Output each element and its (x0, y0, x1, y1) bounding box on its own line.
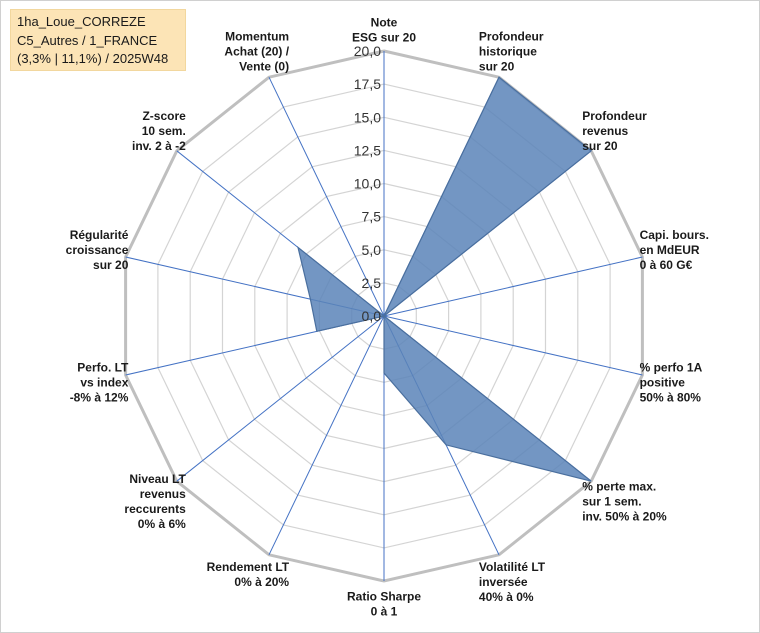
radar-axis-label-line: % perfo 1A (640, 360, 703, 374)
radar-axis-label-line: Z-score (142, 109, 186, 123)
radar-axis-label-line: Régularité (70, 228, 129, 242)
radar-axis-label-line: Capi. bours. (640, 228, 709, 242)
radar-tick-label: 7,5 (362, 209, 382, 225)
radar-tick-label: 12,5 (354, 142, 381, 158)
radar-axis-label-line: inversée (479, 575, 528, 589)
radar-axis-label-line: Note (371, 15, 398, 29)
radar-axis-label-line: historique (479, 45, 537, 59)
radar-tick-label: 20,0 (354, 43, 381, 59)
radar-axis-label-line: % perte max. (582, 479, 656, 493)
radar-series-area (297, 76, 593, 482)
radar-axis-label-line: Profondeur (582, 109, 647, 123)
radar-axis-label-line: Vente (0) (239, 60, 289, 74)
radar-tick-label: 17,5 (354, 76, 381, 92)
radar-tick-label: 10,0 (354, 176, 381, 192)
radar-axis-label-line: 10 sem. (142, 124, 186, 138)
radar-axis-label-line: 50% à 80% (640, 390, 702, 404)
radar-axis-label-line: vs index (80, 375, 128, 389)
radar-tick-label: 15,0 (354, 109, 381, 125)
radar-axis-label-line: Ratio Sharpe (347, 589, 421, 603)
radar-axis-label-line: Momentum (225, 30, 289, 44)
radar-tick-label: 5,0 (362, 242, 382, 258)
radar-tick-label: 0,0 (362, 308, 382, 324)
legend-box: 1ha_Loue_CORREZE C5_Autres / 1_FRANCE (3… (10, 9, 186, 71)
radar-axis-label: Rendement LT0% à 20% (207, 560, 290, 589)
radar-tick-labels: 0,0 2,5 5,0 7,5 10,0 12,5 15,0 17,5 20,0 (354, 43, 381, 324)
radar-spoke (268, 315, 385, 556)
legend-line-category: C5_Autres / 1_FRANCE (17, 32, 158, 48)
radar-axis-label-line: sur 20 (582, 139, 618, 153)
radar-series-layer (297, 76, 593, 482)
radar-axis-label-line: 0% à 20% (234, 575, 289, 589)
radar-axis-label-line: 0% à 6% (138, 517, 186, 531)
radar-axis-label-line: revenus (582, 124, 628, 138)
legend-line-fund: 1ha_Loue_CORREZE (17, 14, 146, 29)
radar-spoke (176, 315, 385, 482)
radar-axis-label-line: sur 20 (93, 258, 129, 272)
radar-axis-label-line: 0 à 60 G€ (640, 258, 693, 272)
radar-axis-label-line: inv. 50% à 20% (582, 509, 667, 523)
radar-axis-label-line: Niveau LT (129, 472, 186, 486)
radar-tick-label: 2,5 (362, 275, 382, 291)
legend-line-stats: (3,3% | 11,1%) / 2025W48 (17, 51, 169, 66)
radar-axis-label-line: sur 20 (479, 60, 515, 74)
radar-axis-label-line: reccurents (124, 502, 186, 516)
radar-axis-label-line: inv. 2 à -2 (132, 139, 186, 153)
radar-axis-label-line: Perfo. LT (77, 360, 129, 374)
radar-axis-label-line: 40% à 0% (479, 590, 534, 604)
radar-axis-label-line: croissance (66, 243, 129, 257)
radar-axis-label-line: Volatilité LT (479, 560, 546, 574)
radar-axis-label-line: Profondeur (479, 30, 544, 44)
radar-axis-label-line: en MdEUR (640, 243, 700, 257)
radar-axis-label-line: 0 à 1 (371, 604, 398, 618)
radar-spoke (268, 76, 385, 317)
radar-axis-label-line: Achat (20) / (224, 45, 289, 59)
radar-axis-label-line: -8% à 12% (70, 390, 129, 404)
radar-axis-label-line: revenus (140, 487, 186, 501)
radar-axis-label: % perte max.sur 1 sem.inv. 50% à 20% (582, 479, 667, 523)
radar-axis-label-line: ESG sur 20 (352, 30, 416, 44)
radar-axis-label-line: positive (640, 375, 686, 389)
radar-axis-label-line: sur 1 sem. (582, 494, 641, 508)
radar-spoke (383, 315, 643, 376)
radar-spoke (383, 256, 643, 317)
radar-axis-label-line: Rendement LT (207, 560, 290, 574)
